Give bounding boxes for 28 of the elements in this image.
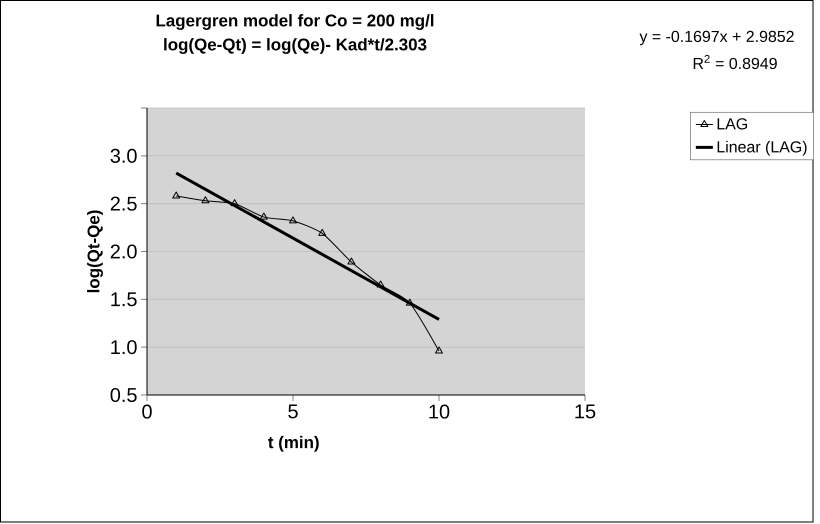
point [347, 258, 356, 265]
legend-label: LAG [718, 118, 748, 130]
y-tick-label: 1.0 [111, 340, 137, 354]
text: y = -0.1697x + 2.9852 [639, 30, 794, 46]
point [289, 216, 297, 224]
y-tick-label: 1.5 [111, 292, 137, 306]
point [260, 212, 268, 220]
x-axis-title: t (min) [268, 436, 319, 452]
x-tick-label: 5 [288, 404, 298, 418]
legend-label: Linear (LAG) [718, 140, 807, 156]
text: R$^{2}$ = 0.8949 [694, 54, 777, 70]
point [435, 346, 443, 354]
x-tick-label: 10 [429, 404, 450, 419]
point [172, 192, 180, 199]
point [201, 196, 210, 204]
chart-subtitle: log(Qe-Qt) = log(Qe)- Kad*t/2.303 [164, 38, 426, 54]
x-tick-label: 0 [142, 404, 152, 419]
chart-title: Lagergren model for Co = 200 mg/l [156, 14, 434, 30]
x-tick-label: 15 [575, 404, 596, 418]
y-tick-label: 3.0 [110, 148, 137, 163]
point [230, 199, 239, 206]
point [406, 298, 414, 306]
y-tick-label: 0.5 [110, 388, 137, 402]
point [318, 228, 326, 236]
y-axis-title: log(Qt-Qe) [87, 210, 103, 292]
y-tick-label: 2.5 [110, 196, 137, 211]
point [376, 280, 385, 288]
y-tick-label: 2.0 [110, 244, 137, 259]
